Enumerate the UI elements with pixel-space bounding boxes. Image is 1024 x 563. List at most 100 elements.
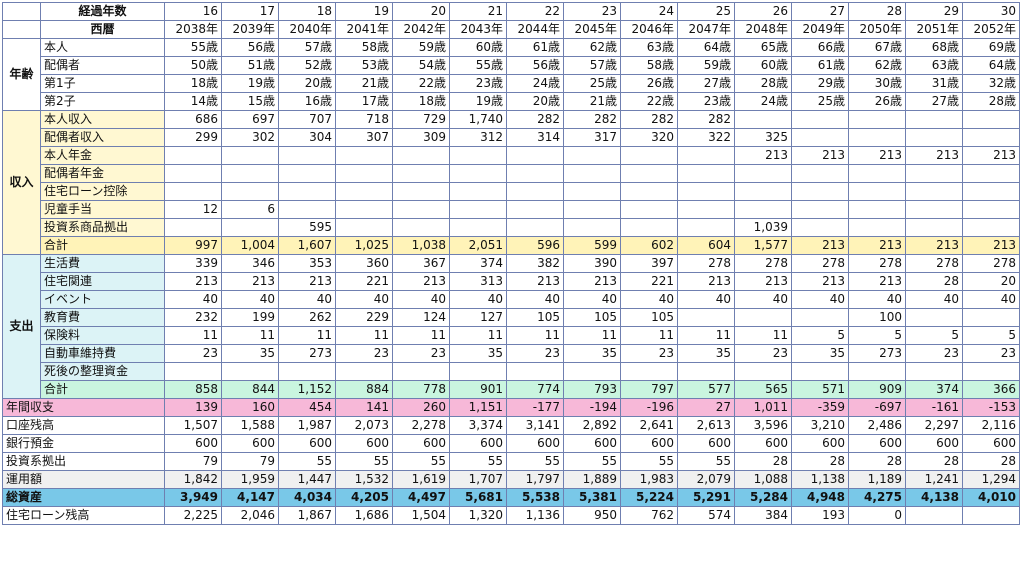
value-cell: 5,224 — [620, 488, 678, 507]
total-cell: 366 — [962, 380, 1020, 399]
value-cell: 23 — [164, 344, 222, 363]
value-cell: 390 — [563, 254, 621, 273]
value-cell: 1,189 — [848, 470, 906, 489]
row-label: 第1子 — [40, 74, 165, 93]
value-cell — [905, 128, 963, 147]
value-cell: 2,641 — [620, 416, 678, 435]
value-cell: 1,138 — [791, 470, 849, 489]
calendar-year-row-cell: 2040年 — [278, 20, 336, 39]
value-cell: 58歳 — [620, 56, 678, 75]
value-cell: 55 — [563, 452, 621, 471]
value-cell — [506, 200, 564, 219]
value-cell: 1,987 — [278, 416, 336, 435]
row-label: 住宅関連 — [40, 272, 165, 291]
value-cell: 213 — [791, 146, 849, 165]
value-cell: 57歳 — [563, 56, 621, 75]
value-cell: 63歳 — [905, 56, 963, 75]
value-cell: 58歳 — [335, 38, 393, 57]
calendar-year-row: 西暦 2038年 2039年 2040年 2041年 2042年 2043年 2044年 204… — [2, 20, 1020, 39]
row-label: 教育費 — [40, 308, 165, 327]
value-cell — [620, 146, 678, 165]
value-cell: 40 — [335, 290, 393, 309]
value-cell — [563, 164, 621, 183]
value-cell: 367 — [392, 254, 450, 273]
value-cell: 32歳 — [962, 74, 1020, 93]
value-cell: 1,959 — [221, 470, 279, 489]
value-cell: 282 — [677, 110, 735, 129]
value-cell — [164, 164, 222, 183]
table-row: 自動車維持費 23 35 273 23 23 35 23 35 23 35 23 35 273 23 23 — [3, 344, 1020, 363]
elapsed-years-row-cell: 30 — [962, 2, 1020, 21]
value-cell: 397 — [620, 254, 678, 273]
total-cell: 577 — [677, 380, 735, 399]
value-cell: 2,297 — [905, 416, 963, 435]
value-cell — [392, 362, 450, 381]
value-cell: 346 — [221, 254, 279, 273]
value-cell: 60歳 — [449, 38, 507, 57]
calendar-year-row-cell: 2042年 — [392, 20, 450, 39]
value-cell: 213 — [905, 146, 963, 165]
value-cell: 1,504 — [392, 506, 450, 525]
table-row: 本人年金 213 213 213 213 213 — [3, 146, 1020, 165]
value-cell: 55 — [278, 452, 336, 471]
value-cell: 28 — [734, 452, 792, 471]
value-cell: 35 — [677, 344, 735, 363]
table-row: 配偶者収入 299 302 304 307 309 312 314 317 320 322 325 — [3, 128, 1020, 147]
value-cell: 25歳 — [791, 92, 849, 111]
value-cell: 213 — [791, 272, 849, 291]
value-cell: 600 — [221, 434, 279, 453]
value-cell: 707 — [278, 110, 336, 129]
value-cell: 278 — [734, 254, 792, 273]
value-cell: 69歳 — [962, 38, 1020, 57]
value-cell: 1,867 — [278, 506, 336, 525]
row-label: 自動車維持費 — [40, 344, 165, 363]
value-cell — [335, 362, 393, 381]
value-cell — [221, 218, 279, 237]
total-cell: 599 — [563, 236, 621, 255]
row-label: イベント — [40, 290, 165, 309]
value-cell: 3,596 — [734, 416, 792, 435]
value-cell — [791, 164, 849, 183]
value-cell: 40 — [677, 290, 735, 309]
value-cell: 1,011 — [734, 398, 792, 417]
value-cell: 4,497 — [392, 488, 450, 507]
value-cell: 278 — [905, 254, 963, 273]
invest-label: 投資系拠出 — [2, 452, 165, 471]
value-cell: 105 — [563, 308, 621, 327]
value-cell: 1,588 — [221, 416, 279, 435]
elapsed-years-row-label: 経過年数 — [40, 2, 165, 21]
deposit-label: 銀行預金 — [2, 434, 165, 453]
value-cell — [848, 218, 906, 237]
value-cell: 11 — [506, 326, 564, 345]
total-cell: 774 — [506, 380, 564, 399]
total-cell: 1,607 — [278, 236, 336, 255]
calendar-year-row-cell: 2048年 — [734, 20, 792, 39]
value-cell: 11 — [563, 326, 621, 345]
value-cell — [563, 200, 621, 219]
value-cell: 339 — [164, 254, 222, 273]
value-cell — [449, 164, 507, 183]
expense-total-row: 合計 858 844 1,152 884 778 901 774 793 797 577 565 571… — [3, 380, 1020, 399]
elapsed-years-row-cell: 18 — [278, 2, 336, 21]
value-cell: 55 — [506, 452, 564, 471]
value-cell: 16歳 — [278, 92, 336, 111]
value-cell — [620, 182, 678, 201]
total-cell: 1,152 — [278, 380, 336, 399]
value-cell: 213 — [848, 272, 906, 291]
value-cell — [791, 128, 849, 147]
value-cell: 3,210 — [791, 416, 849, 435]
value-cell: 3,374 — [449, 416, 507, 435]
value-cell: 307 — [335, 128, 393, 147]
value-cell: 600 — [335, 434, 393, 453]
value-cell: 124 — [392, 308, 450, 327]
value-cell — [848, 200, 906, 219]
value-cell: 139 — [164, 398, 222, 417]
managed-label: 運用額 — [2, 470, 165, 489]
value-cell — [734, 362, 792, 381]
elapsed-years-row-cell: 23 — [563, 2, 621, 21]
value-cell — [278, 146, 336, 165]
value-cell: 4,205 — [335, 488, 393, 507]
value-cell: 55 — [620, 452, 678, 471]
value-cell — [905, 182, 963, 201]
value-cell: 52歳 — [278, 56, 336, 75]
